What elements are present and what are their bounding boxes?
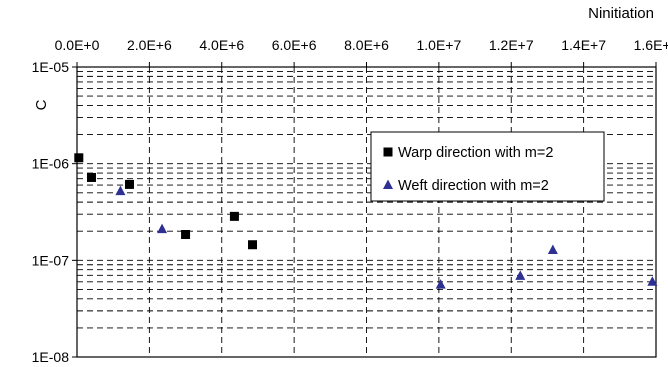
weft-data-point [115,185,126,196]
legend-entry-label: Warp direction with m=2 [398,145,553,161]
weft-data-point [647,276,658,286]
warp-data-point [229,211,239,221]
x-tick-label: 2.0E+6 [127,37,172,53]
weft-data-point [157,223,168,234]
y-axis-title: C [33,99,50,110]
legend-entry-label: Weft direction with m=2 [398,178,549,194]
warp-data-point [86,172,96,182]
warp-data-point [248,240,258,250]
y-tick-label: 1E-08 [32,349,70,365]
legend-triangle-marker [383,179,393,189]
x-tick-label: 1.0E+7 [416,37,461,53]
x-tick-label: 1.6E+7 [634,37,668,53]
weft-data-point [515,270,526,280]
legend-square-marker [383,147,393,157]
x-tick-label: 0.0E+0 [55,37,100,53]
weft-data-point [435,279,446,289]
grid-lines [77,67,656,357]
warp-data-point [181,230,191,240]
y-tick-label: 1E-07 [32,252,70,268]
x-tick-label: 8.0E+6 [344,37,389,53]
warp-data-point [74,153,84,163]
warp-data-point [124,179,134,189]
x-tick-label: 1.2E+7 [489,37,534,53]
data-points [74,153,658,289]
y-tick-label: 1E-06 [32,156,70,172]
x-axis-title: Ninitiation [588,5,654,22]
legend: Warp direction with m=2 Weft direction wi… [370,131,605,202]
x-tick-label: 1.4E+7 [561,37,606,53]
x-tick-label: 6.0E+6 [272,37,317,53]
weft-data-point [547,244,558,254]
axes: 0.0E+0 2.0E+6 4.0E+6 6.0E+6 8.0E+6 1.0E+7 1.2E… [32,37,668,365]
y-tick-label: 1E-05 [32,59,70,75]
legend-box [370,131,605,202]
x-tick-label: 4.0E+6 [199,37,244,53]
